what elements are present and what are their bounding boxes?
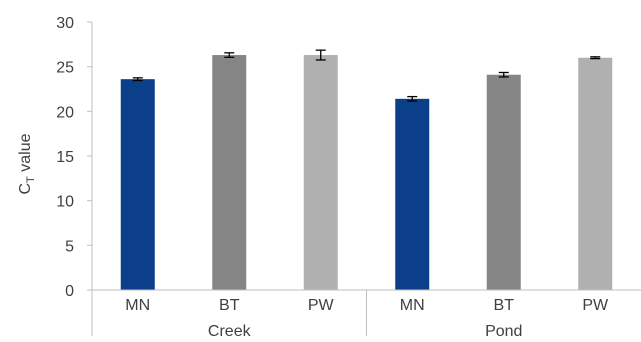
x-tick-label: PW [308,297,335,314]
y-tick-label: 10 [56,194,74,211]
group-label-pond: Pond [485,323,522,340]
y-tick-label: 30 [56,15,74,32]
bar-mn-pond [395,98,430,291]
error-bar [224,52,235,58]
y-tick-label: 20 [56,104,74,121]
bar-pw-creek [303,55,338,291]
y-axis: 0 5 10 15 20 25 30 [56,15,93,300]
error-bar [590,56,601,60]
bar-bt-pond [486,74,521,290]
y-axis-label: CT value [17,133,37,194]
x-axis: MN BT PW MN BT PW Creek Pond [91,289,641,340]
bars [120,49,613,291]
bar-mn-creek [120,79,155,290]
bar-pw-pond [578,57,613,290]
y-tick-label: 25 [56,60,74,77]
y-tick-label: 5 [65,238,74,255]
x-tick-label: MN [125,297,150,314]
error-bar [132,77,143,82]
group-label-creek: Creek [208,323,252,340]
error-bar [315,49,326,61]
x-tick-label: BT [219,297,240,314]
error-bar [407,95,418,102]
x-tick-label: PW [582,297,609,314]
y-tick-label: 15 [56,149,74,166]
x-tick-label: BT [494,297,515,314]
bar-bt-creek [212,55,247,291]
x-tick-label: MN [400,297,425,314]
y-tick-label: 0 [65,283,74,300]
error-bar [498,71,509,78]
